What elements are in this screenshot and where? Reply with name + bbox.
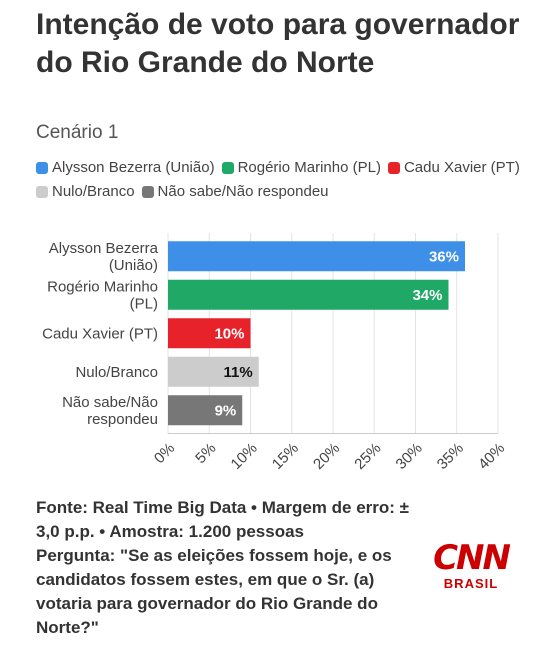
legend-label: Cadu Xavier (PT)	[403, 159, 520, 176]
bar	[168, 318, 251, 349]
bar-chart: Alysson Bezerra(União) 36% Rogério Marinho…	[42, 233, 508, 473]
category-label: (União)	[109, 257, 158, 274]
category-label: Não sabe/Não	[62, 394, 158, 411]
legend-swatch	[36, 162, 48, 174]
legend-item: Não sabe/Não respondeu	[141, 182, 329, 202]
category-label: Nulo/Branco	[75, 364, 158, 381]
x-tick-label: 40%	[475, 440, 508, 473]
category-label: respondeu	[87, 411, 158, 428]
legend-item: Rogério Marinho (PL)	[221, 158, 381, 178]
question-note: Pergunta: "Se as eleições fossem hoje, e…	[36, 546, 392, 637]
legend-label: Alysson Bezerra (União)	[52, 159, 215, 176]
x-tick-label: 35%	[434, 440, 467, 473]
legend-item: Nulo/Branco	[36, 182, 135, 202]
value-label: 11%	[224, 364, 253, 381]
chart-footer: Fonte: Real Time Big Data • Margem de er…	[36, 496, 416, 640]
bar	[168, 241, 465, 272]
legend-item: Cadu Xavier (PT)	[387, 158, 520, 178]
legend: Alysson Bezerra (União) Rogério Marinho …	[36, 158, 536, 202]
legend-item: Alysson Bezerra (União)	[36, 158, 215, 178]
legend-label: Rogério Marinho (PL)	[237, 159, 381, 176]
chart-subtitle: Cenário 1	[36, 122, 119, 143]
x-tick-label: 25%	[351, 440, 384, 473]
x-tick-label: 0%	[151, 440, 178, 467]
x-tick-label: 20%	[310, 440, 343, 473]
bar	[168, 356, 259, 387]
legend-swatch	[387, 162, 400, 174]
bar	[168, 395, 243, 426]
x-tick-label: 10%	[227, 440, 260, 473]
x-tick-label: 5%	[192, 440, 219, 467]
value-label: 10%	[214, 325, 244, 342]
category-label: Alysson Bezerra	[49, 240, 159, 257]
value-label: 34%	[412, 287, 442, 304]
x-tick-label: 30%	[392, 440, 425, 473]
logo-brand: CNN	[433, 538, 511, 578]
x-tick-label: 15%	[269, 440, 302, 473]
bar	[168, 279, 449, 310]
legend-swatch	[36, 186, 48, 198]
source-note: Fonte: Real Time Big Data • Margem de er…	[36, 498, 409, 541]
category-label: (PL)	[130, 295, 158, 312]
legend-label: Nulo/Branco	[52, 183, 135, 200]
legend-label: Não sabe/Não respondeu	[157, 183, 329, 200]
value-label: 36%	[429, 248, 459, 265]
cnn-brasil-logo: CNN BRASIL	[426, 540, 516, 600]
legend-swatch	[141, 186, 154, 198]
category-label: Cadu Xavier (PT)	[42, 325, 158, 342]
legend-swatch	[221, 162, 234, 174]
logo-sub: BRASIL	[443, 576, 499, 591]
value-label: 9%	[215, 402, 237, 419]
category-label: Rogério Marinho	[47, 278, 158, 295]
chart-title: Intenção de voto para governador do Rio …	[36, 8, 520, 79]
